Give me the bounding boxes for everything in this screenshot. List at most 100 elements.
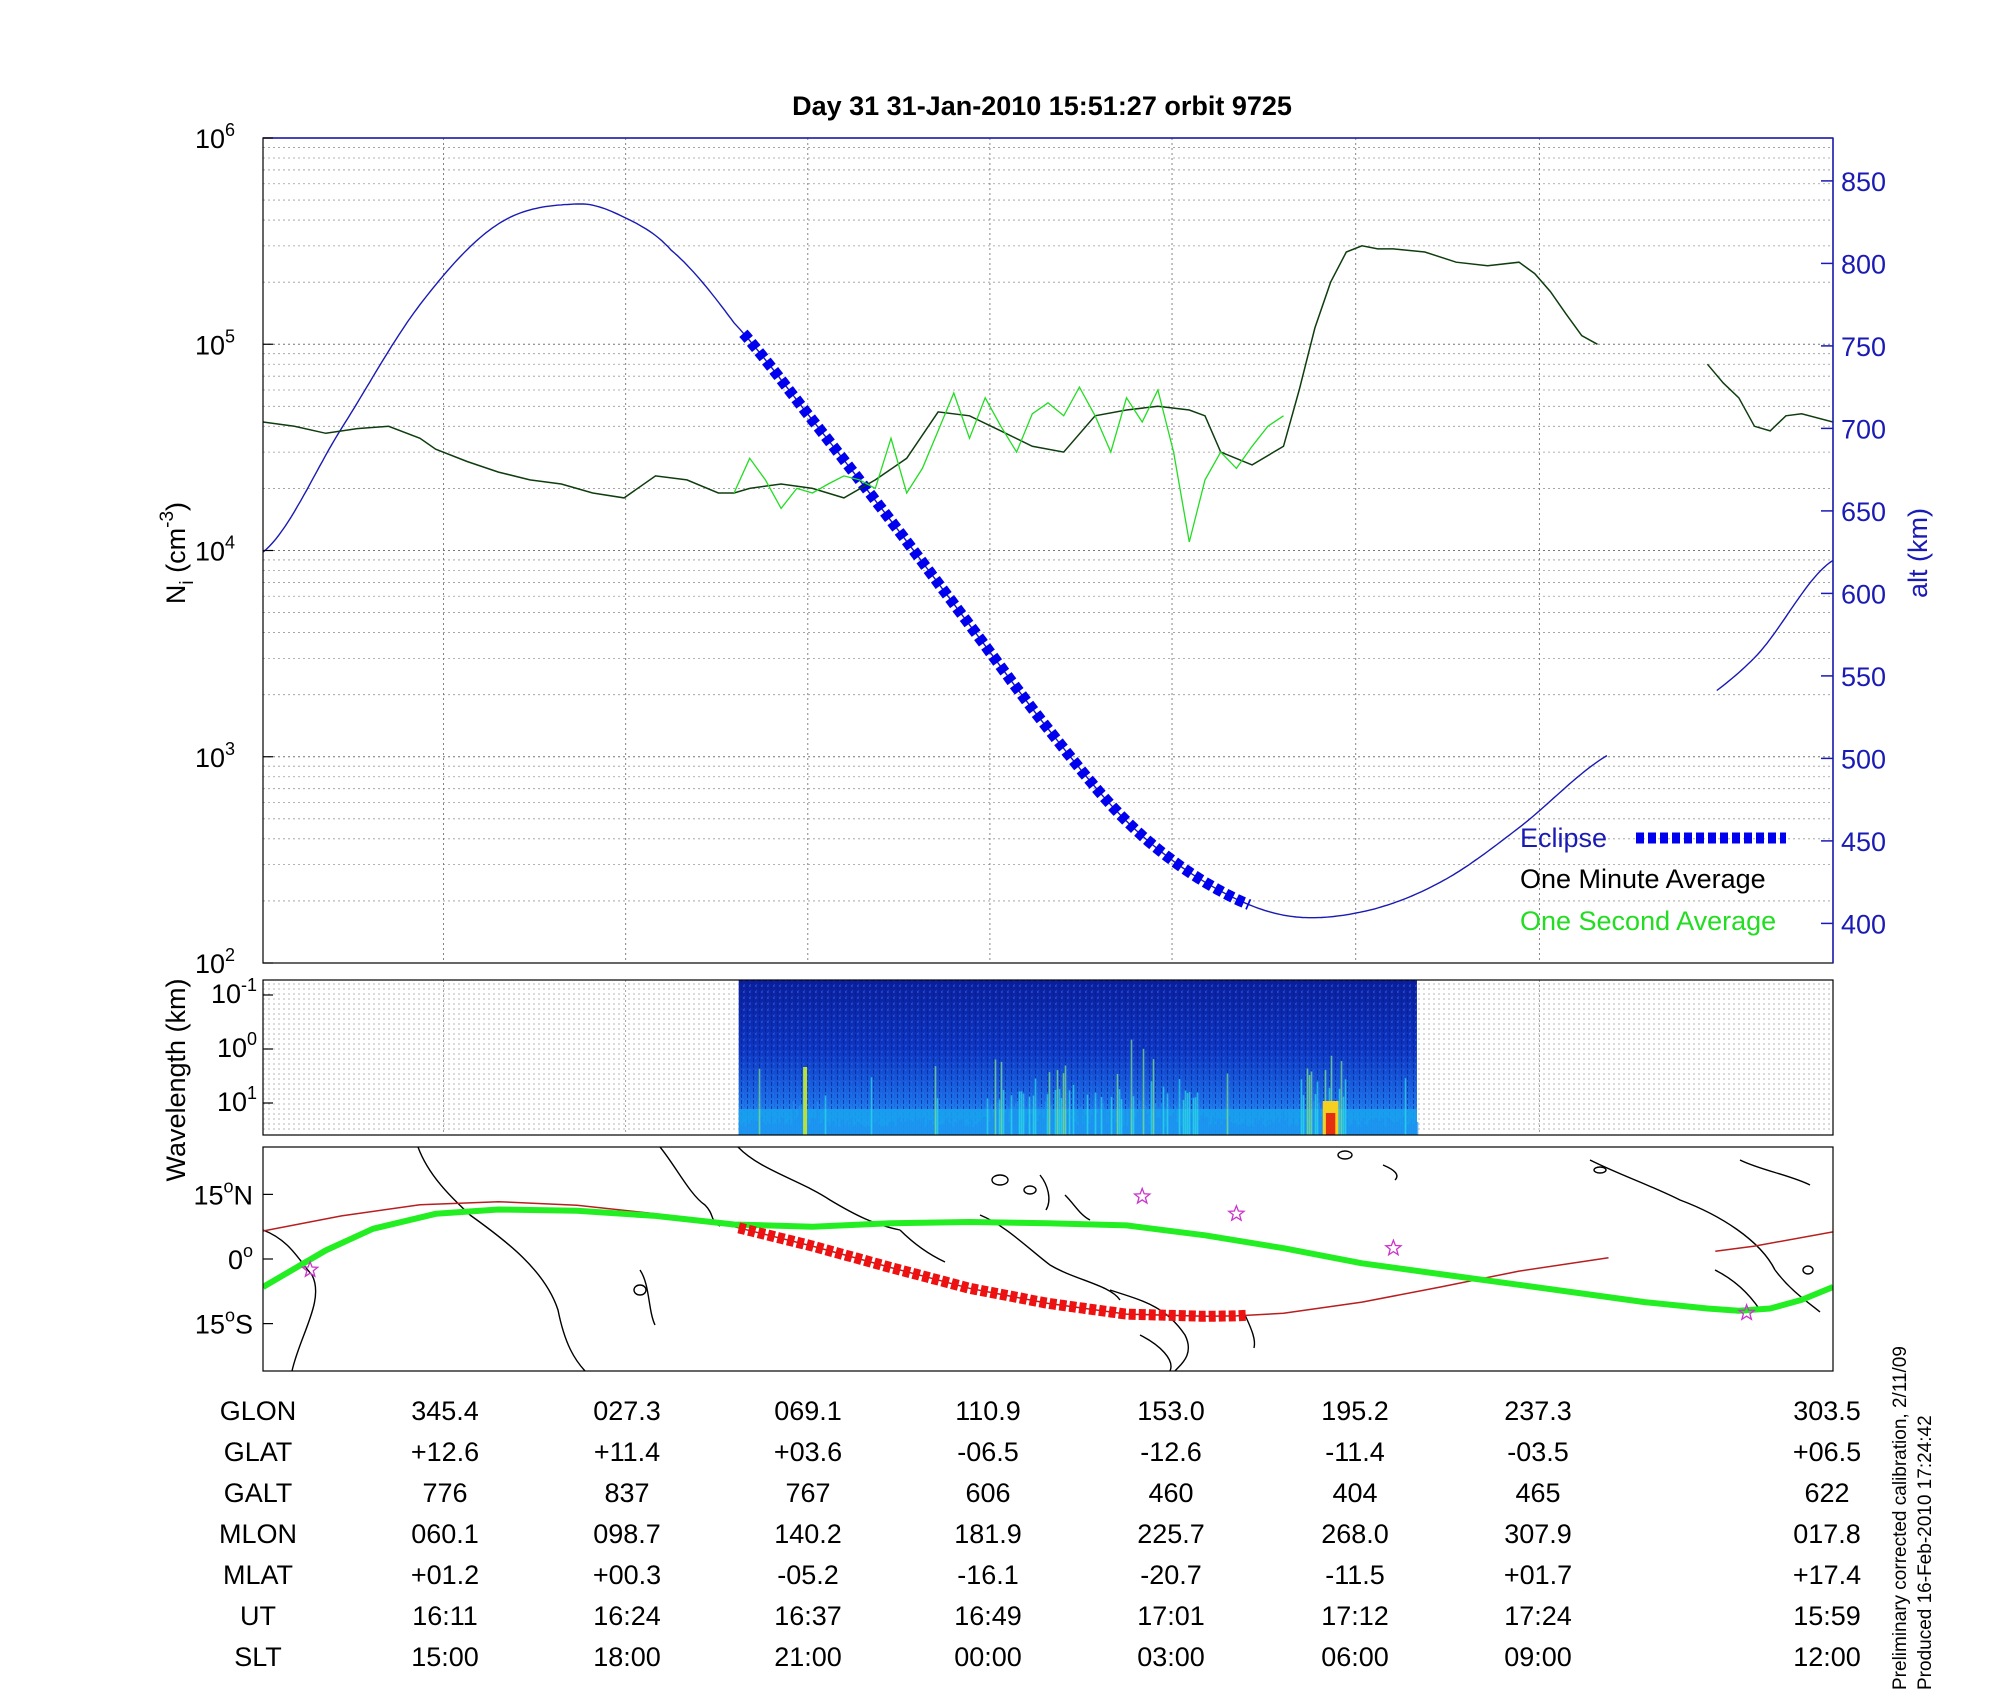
spectrogram-streak bbox=[1032, 1095, 1035, 1135]
spectrogram-hotspot bbox=[803, 1067, 808, 1135]
lat-tick-unit: o bbox=[225, 1306, 235, 1326]
spectrogram-streak bbox=[860, 1123, 863, 1135]
table-cell: -11.5 bbox=[1325, 1560, 1385, 1590]
spectrogram-streak bbox=[1100, 1096, 1103, 1135]
spectrogram-streak bbox=[846, 1120, 849, 1135]
spectrogram-streak bbox=[1022, 1093, 1025, 1135]
spectrogram-streak bbox=[824, 1095, 827, 1135]
spectrogram-streak bbox=[874, 1123, 877, 1135]
spectrogram-streak bbox=[876, 1119, 879, 1135]
spectrogram-streak bbox=[1236, 1124, 1239, 1135]
spectrogram-streak bbox=[886, 1126, 889, 1135]
lat-tick-unit: o bbox=[243, 1241, 253, 1261]
spectrogram-streak bbox=[902, 1117, 905, 1135]
magnetic-equator-line bbox=[1715, 1231, 1833, 1252]
spectrogram-streak bbox=[1030, 1113, 1033, 1135]
right-axis-tick-label: 500 bbox=[1841, 744, 1886, 774]
spectrogram-streak bbox=[784, 1124, 787, 1135]
spectrogram-streak bbox=[1036, 1120, 1039, 1135]
spectrogram-streak bbox=[1320, 1116, 1323, 1135]
spectrogram-streak bbox=[936, 1098, 939, 1135]
spectrogram-streak bbox=[872, 1122, 875, 1135]
spectrogram-streak bbox=[844, 1124, 847, 1135]
table-cell: 18:00 bbox=[593, 1642, 661, 1672]
table-cell: 17:01 bbox=[1137, 1601, 1205, 1631]
spectrogram-streak bbox=[1070, 1121, 1073, 1135]
coastline bbox=[1244, 1314, 1256, 1349]
spectrogram-streak bbox=[1164, 1126, 1167, 1135]
spectrogram-streak bbox=[888, 1122, 891, 1135]
spectrogram-streak bbox=[1252, 1126, 1255, 1135]
spectrogram-axis-label: Wavelength (km) bbox=[161, 978, 191, 1181]
spectrogram-streak bbox=[1288, 1126, 1291, 1135]
coastline bbox=[1039, 1174, 1050, 1211]
spectrogram-streak bbox=[1290, 1124, 1293, 1135]
spectrogram-streak bbox=[806, 1119, 809, 1135]
left-axis-tick-label: 102 bbox=[195, 945, 235, 979]
spectrogram-streak bbox=[1016, 1100, 1019, 1135]
spectrogram-streak bbox=[1300, 1079, 1303, 1135]
spectrogram-streak bbox=[818, 1123, 821, 1135]
spectrogram-streak bbox=[930, 1119, 933, 1135]
table-row-label: UT bbox=[240, 1601, 276, 1631]
table-cell: +06.5 bbox=[1793, 1437, 1861, 1467]
spectrogram-streak bbox=[920, 1121, 923, 1135]
spectrogram-streak bbox=[1012, 1106, 1015, 1135]
spectrogram-streak bbox=[830, 1122, 833, 1135]
left-axis-label-end: ) bbox=[161, 502, 191, 511]
spectrogram-streak bbox=[1144, 1104, 1147, 1135]
spectrogram-streak bbox=[1112, 1119, 1115, 1135]
spectrogram-streak bbox=[1208, 1126, 1211, 1135]
spectrogram-streak bbox=[1310, 1071, 1313, 1135]
spectrogram-streak bbox=[1278, 1122, 1281, 1135]
left-axis-label: Ni (cm-3) bbox=[157, 502, 198, 604]
spectrogram-streak bbox=[1398, 1119, 1401, 1135]
spectrogram-streak bbox=[884, 1125, 887, 1135]
spectrogram-streak bbox=[1212, 1116, 1215, 1135]
legend-label: One Minute Average bbox=[1520, 864, 1766, 894]
coastline bbox=[1064, 1194, 1091, 1221]
spectrogram-streak bbox=[914, 1116, 917, 1135]
spectrogram-streak bbox=[1102, 1103, 1105, 1135]
spectrogram-streak bbox=[1356, 1125, 1359, 1135]
table-row-label: GLON bbox=[220, 1396, 297, 1426]
spectrogram-streak bbox=[1404, 1078, 1407, 1135]
spectrogram-streak bbox=[990, 1104, 993, 1135]
spectrogram-streak bbox=[812, 1117, 815, 1135]
spectrogram-streak bbox=[1200, 1115, 1203, 1135]
spectrogram-streak bbox=[1316, 1081, 1319, 1135]
spectrogram-streak bbox=[1170, 1115, 1173, 1135]
spectrogram-streak bbox=[1046, 1094, 1049, 1135]
table-cell: 767 bbox=[785, 1478, 830, 1508]
left-axis-tick-label-base: 10 bbox=[195, 743, 225, 773]
spectrogram-streak bbox=[768, 1124, 771, 1135]
spectrogram-streak bbox=[1376, 1118, 1379, 1135]
spectrogram-streak bbox=[1068, 1090, 1071, 1135]
spectrogram-streak bbox=[794, 1119, 797, 1135]
spectrogram-streak bbox=[1142, 1048, 1145, 1135]
one-second-average-line bbox=[733, 385, 1284, 543]
spectrogram-streak bbox=[756, 1121, 759, 1135]
spectrogram-streak bbox=[1014, 1103, 1017, 1135]
spectrogram-streak bbox=[754, 1119, 757, 1135]
spectrogram-streak bbox=[1174, 1105, 1177, 1135]
spectrogram-streak bbox=[908, 1121, 911, 1135]
spectrogram-streak bbox=[746, 1120, 749, 1135]
spectrogram-streak bbox=[1064, 1065, 1067, 1135]
table-cell: +03.6 bbox=[774, 1437, 842, 1467]
coastline bbox=[639, 1269, 656, 1326]
spectrogram-streak bbox=[982, 1117, 985, 1135]
spectrogram-streak bbox=[1108, 1110, 1111, 1135]
spectrogram-streak bbox=[1052, 1110, 1055, 1135]
table-row-label: GALT bbox=[224, 1478, 293, 1508]
spectrogram-streak bbox=[1118, 1089, 1121, 1135]
spectrogram-streak bbox=[820, 1122, 823, 1135]
star-marker bbox=[1737, 1302, 1757, 1321]
spectrogram-streak bbox=[882, 1126, 885, 1135]
spectrogram-streak bbox=[1018, 1091, 1021, 1135]
spectrogram-streak bbox=[1294, 1124, 1297, 1135]
spectrogram-streak bbox=[792, 1101, 795, 1135]
spectrogram-streak bbox=[1198, 1120, 1201, 1135]
spectrogram-streak bbox=[1246, 1126, 1249, 1135]
left-axis-tick-label: 106 bbox=[195, 120, 235, 154]
